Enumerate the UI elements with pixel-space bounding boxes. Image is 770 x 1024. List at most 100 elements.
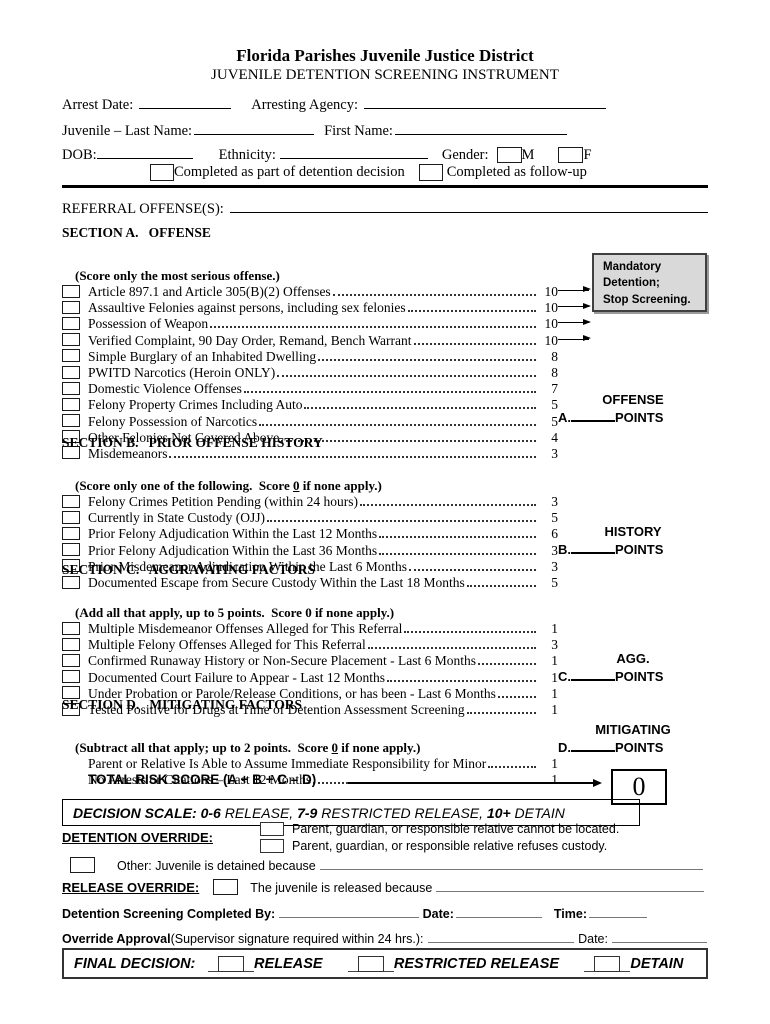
section-c: SECTION C. AGGRAVATING FACTORS (Add all … bbox=[62, 563, 558, 718]
history-points-category: HISTORY bbox=[604, 524, 662, 539]
history-item-checkbox[interactable] bbox=[62, 494, 80, 508]
offense-item-checkbox[interactable] bbox=[62, 446, 80, 460]
offense-item-checkbox[interactable] bbox=[62, 397, 80, 411]
history-item-row: Prior Misdemeanor Adjudication Within th… bbox=[62, 559, 558, 575]
offense-item-checkbox[interactable] bbox=[62, 414, 80, 428]
last-name-field[interactable] bbox=[194, 121, 315, 135]
offense-item-checkbox[interactable] bbox=[62, 349, 80, 363]
ethnicity-field[interactable] bbox=[279, 145, 428, 159]
final-decision-checkbox[interactable] bbox=[218, 955, 245, 972]
points-prefix-d: D. bbox=[558, 740, 571, 755]
completed-by-label: Detention Screening Completed By: bbox=[62, 907, 276, 921]
offense-item-checkbox[interactable] bbox=[62, 365, 80, 379]
aggravating-item-row: Tested Positive for Drugs at Time of Det… bbox=[62, 702, 558, 718]
history-item-row: Currently in State Custody (OJJ) 5 bbox=[62, 510, 558, 526]
release-override-text: The juvenile is released because bbox=[250, 881, 433, 895]
final-decision-checkbox[interactable] bbox=[594, 955, 621, 972]
aggravating-item-checkbox[interactable] bbox=[62, 670, 80, 684]
time-field[interactable] bbox=[589, 905, 647, 918]
section-a-items: Article 897.1 and Article 305(B)(2) Offe… bbox=[62, 284, 591, 462]
dot-leader bbox=[488, 766, 536, 768]
aggravating-item-checkbox[interactable] bbox=[62, 637, 80, 651]
dot-leader bbox=[466, 584, 536, 587]
date-field[interactable] bbox=[455, 905, 542, 918]
instruction-text: (Add all that apply, up to 5 points. Sco… bbox=[75, 605, 395, 620]
underscore-segment bbox=[620, 960, 631, 972]
aggravating-item-checkbox[interactable] bbox=[62, 686, 80, 700]
other-override-field[interactable] bbox=[319, 857, 703, 870]
approval-date-field[interactable] bbox=[612, 930, 707, 943]
dob-row: DOB: Ethnicity: Gender: M F bbox=[62, 145, 708, 164]
total-risk-score-label: TOTAL RISK SCORE (A + B + C – D) bbox=[88, 772, 317, 787]
aggravating-item-checkbox[interactable] bbox=[62, 621, 80, 635]
history-item-checkbox[interactable] bbox=[62, 559, 80, 573]
aggravating-item-row: Confirmed Runaway History or Non-Secure … bbox=[62, 653, 558, 669]
history-item-checkbox[interactable] bbox=[62, 543, 80, 557]
dot-leader bbox=[318, 358, 536, 361]
aggravating-item-checkbox[interactable] bbox=[62, 653, 80, 667]
offense-item-checkbox[interactable] bbox=[62, 300, 80, 314]
offense-item-checkbox[interactable] bbox=[62, 381, 80, 395]
offense-item-score: 10 bbox=[544, 332, 559, 348]
offense-item-checkbox[interactable] bbox=[62, 316, 80, 330]
gender-m-checkbox[interactable] bbox=[496, 146, 522, 163]
offense-item-label: Domestic Violence Offenses bbox=[88, 381, 242, 397]
points-d-field[interactable] bbox=[571, 740, 615, 752]
aggravating-item-checkbox[interactable] bbox=[62, 702, 80, 716]
dot-leader bbox=[497, 695, 536, 698]
offense-item-row: Domestic Violence Offenses 7 bbox=[62, 381, 558, 397]
points-a-field[interactable] bbox=[571, 410, 615, 422]
aggravating-item-label: Multiple Misdemeanor Offenses Alleged fo… bbox=[88, 621, 403, 636]
release-override-label: RELEASE OVERRIDE: bbox=[62, 880, 200, 895]
section-b-instruction: (Score only one of the following. Score … bbox=[62, 451, 558, 493]
section-c-instruction: (Add all that apply, up to 5 points. Sco… bbox=[62, 578, 558, 620]
offense-item-label: Simple Burglary of an Inhabited Dwelling bbox=[88, 348, 317, 364]
completed-detention-checkbox[interactable] bbox=[150, 164, 174, 181]
dob-field[interactable] bbox=[96, 145, 193, 159]
history-item-label: Felony Crimes Petition Pending (within 2… bbox=[88, 494, 358, 509]
completed-followup-checkbox[interactable] bbox=[418, 164, 443, 181]
final-decision-checkbox[interactable] bbox=[357, 955, 384, 972]
dot-leader bbox=[413, 342, 536, 345]
arresting-agency-field[interactable] bbox=[363, 95, 606, 109]
dot-leader bbox=[409, 568, 536, 571]
referral-offense-field[interactable] bbox=[229, 199, 708, 213]
gender-f-checkbox[interactable] bbox=[558, 146, 584, 163]
release-override-checkbox[interactable] bbox=[213, 879, 239, 895]
override-option-checkbox[interactable] bbox=[260, 821, 284, 836]
points-word-b: POINTS bbox=[615, 542, 664, 557]
override-approval-label: Override Approval bbox=[62, 932, 171, 946]
offense-item-score: 10 bbox=[544, 284, 559, 299]
aggravating-item-row: Multiple Misdemeanor Offenses Alleged fo… bbox=[62, 621, 558, 637]
section-b-items: Felony Crimes Petition Pending (within 2… bbox=[62, 494, 558, 591]
section-a-title: SECTION A. OFFENSE bbox=[62, 225, 211, 240]
history-item-checkbox[interactable] bbox=[62, 526, 80, 540]
offense-item-checkbox[interactable] bbox=[62, 284, 80, 298]
points-c-field[interactable] bbox=[571, 669, 615, 681]
history-item-row: Felony Crimes Petition Pending (within 2… bbox=[62, 494, 558, 510]
points-b-field[interactable] bbox=[571, 542, 615, 554]
arrest-date-field[interactable] bbox=[139, 95, 232, 109]
completed-by-field[interactable] bbox=[279, 905, 419, 918]
total-risk-score-value[interactable]: 0 bbox=[632, 772, 646, 801]
other-override-checkbox[interactable] bbox=[70, 857, 95, 873]
header-divider bbox=[62, 185, 708, 188]
offense-item-checkbox[interactable] bbox=[62, 333, 80, 347]
offense-item-row: Felony Possession of Narcotics 5 bbox=[62, 414, 558, 430]
override-approval-signature-field[interactable] bbox=[427, 930, 575, 943]
release-override-field[interactable] bbox=[436, 879, 704, 892]
decision-scale-segment: 7-9 bbox=[297, 804, 322, 821]
history-item-checkbox[interactable] bbox=[62, 575, 80, 589]
offense-item-score: 8 bbox=[551, 348, 558, 364]
offense-item-checkbox[interactable] bbox=[62, 430, 80, 444]
offense-item-label: Felony Possession of Narcotics bbox=[88, 413, 258, 429]
first-name-field[interactable] bbox=[394, 121, 567, 135]
aggravating-item-row: Documented Court Failure to Appear - Las… bbox=[62, 670, 558, 686]
history-item-label: Documented Escape from Secure Custody Wi… bbox=[88, 574, 465, 590]
completed-detention-label: Completed as part of detention decision bbox=[174, 164, 405, 180]
instruction-text: if none apply.) bbox=[299, 478, 382, 493]
dot-leader bbox=[259, 423, 536, 426]
history-item-checkbox[interactable] bbox=[62, 510, 80, 524]
override-option-checkbox[interactable] bbox=[260, 838, 284, 853]
